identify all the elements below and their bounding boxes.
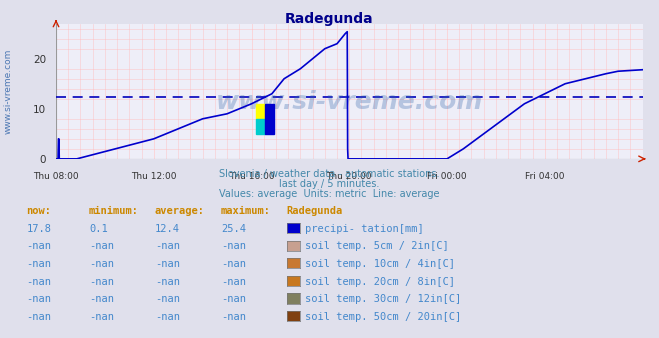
Text: soil temp. 10cm / 4in[C]: soil temp. 10cm / 4in[C] [305, 259, 455, 269]
Bar [256, 104, 265, 119]
Text: soil temp. 50cm / 20in[C]: soil temp. 50cm / 20in[C] [305, 312, 461, 322]
Bar [265, 104, 274, 134]
Text: -nan: -nan [26, 312, 51, 322]
Text: Thu 12:00: Thu 12:00 [131, 172, 177, 182]
Text: Fri 00:00: Fri 00:00 [427, 172, 467, 182]
Text: soil temp. 20cm / 8in[C]: soil temp. 20cm / 8in[C] [305, 276, 455, 287]
Text: 0.1: 0.1 [89, 224, 107, 234]
Text: -nan: -nan [221, 294, 246, 304]
Text: Radegunda: Radegunda [287, 206, 343, 216]
Text: www.si-vreme.com: www.si-vreme.com [215, 90, 483, 114]
Bar [256, 119, 265, 134]
Text: 12.4: 12.4 [155, 224, 180, 234]
Text: -nan: -nan [26, 294, 51, 304]
Text: maximum:: maximum: [221, 206, 271, 216]
Text: precipi- tation[mm]: precipi- tation[mm] [305, 224, 424, 234]
Text: -nan: -nan [155, 312, 180, 322]
Text: -nan: -nan [221, 259, 246, 269]
Text: Thu 20:00: Thu 20:00 [326, 172, 372, 182]
Text: now:: now: [26, 206, 51, 216]
Text: soil temp. 30cm / 12in[C]: soil temp. 30cm / 12in[C] [305, 294, 461, 304]
Text: -nan: -nan [89, 241, 114, 251]
Text: -nan: -nan [89, 276, 114, 287]
Text: -nan: -nan [221, 241, 246, 251]
Text: average:: average: [155, 206, 205, 216]
Text: -nan: -nan [89, 294, 114, 304]
Text: -nan: -nan [155, 294, 180, 304]
Text: -nan: -nan [26, 276, 51, 287]
Text: -nan: -nan [26, 259, 51, 269]
Text: Fri 04:00: Fri 04:00 [525, 172, 565, 182]
Text: minimum:: minimum: [89, 206, 139, 216]
Text: -nan: -nan [26, 241, 51, 251]
Text: 25.4: 25.4 [221, 224, 246, 234]
Text: 17.8: 17.8 [26, 224, 51, 234]
Text: -nan: -nan [155, 276, 180, 287]
Text: Slovenia / weather data - automatic stations.: Slovenia / weather data - automatic stat… [219, 169, 440, 179]
Text: Values: average  Units: metric  Line: average: Values: average Units: metric Line: aver… [219, 189, 440, 199]
Text: soil temp. 5cm / 2in[C]: soil temp. 5cm / 2in[C] [305, 241, 449, 251]
Text: -nan: -nan [221, 312, 246, 322]
Text: -nan: -nan [89, 259, 114, 269]
Text: last day / 5 minutes.: last day / 5 minutes. [279, 179, 380, 189]
Text: -nan: -nan [89, 312, 114, 322]
Text: -nan: -nan [221, 276, 246, 287]
Text: Thu 16:00: Thu 16:00 [229, 172, 274, 182]
Text: Radegunda: Radegunda [285, 12, 374, 26]
Text: Thu 08:00: Thu 08:00 [33, 172, 79, 182]
Text: -nan: -nan [155, 241, 180, 251]
Text: -nan: -nan [155, 259, 180, 269]
Text: www.si-vreme.com: www.si-vreme.com [3, 49, 13, 134]
